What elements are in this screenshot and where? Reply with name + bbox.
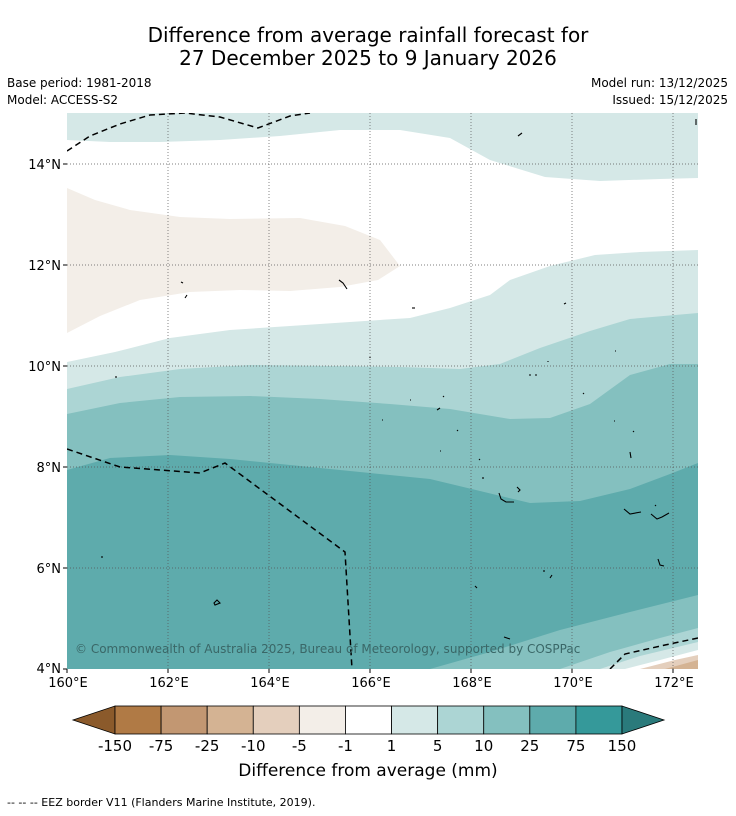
issued-date: Issued: 15/12/2025	[612, 93, 728, 107]
colorbar-swatch	[206, 705, 254, 735]
lat-label: 6°N	[37, 562, 62, 577]
colorbar-swatch	[575, 705, 623, 735]
colorbar-tick-label: 25	[520, 737, 539, 755]
lat-label: 12°N	[28, 259, 61, 274]
contour-1-5-north	[67, 113, 698, 181]
colorbar-tick-label: -150	[98, 737, 132, 755]
colorbar-tick-label: 75	[566, 737, 585, 755]
lat-label: 4°N	[37, 662, 62, 677]
colorbar-swatch	[298, 705, 346, 735]
colorbar-extend-low	[71, 705, 116, 735]
model-name: Model: ACCESS-S2	[7, 93, 119, 107]
colorbar-extend-high	[621, 705, 666, 735]
colorbar-swatch	[160, 705, 208, 735]
axis-ticks	[63, 163, 674, 673]
colorbar-tick-label: 1	[387, 737, 397, 755]
lat-label: 8°N	[37, 461, 62, 476]
colorbar-swatch	[252, 705, 300, 735]
colorbar-tick-label: 5	[433, 737, 443, 755]
base-period: Base period: 1981-2018	[7, 76, 152, 90]
colorbar-swatch	[391, 705, 439, 735]
lon-label: 172°E	[654, 676, 694, 691]
contour-neg1-neg5	[67, 188, 400, 333]
lon-label: 170°E	[553, 676, 593, 691]
eez-border	[67, 113, 698, 669]
graticule	[67, 113, 698, 669]
colorbar-tick-label: -10	[241, 737, 266, 755]
islands	[101, 119, 697, 640]
lat-label: 14°N	[28, 158, 61, 173]
lon-label: 160°E	[48, 676, 88, 691]
title-line-1: Difference from average rainfall forecas…	[147, 23, 589, 47]
colorbar-label: Difference from average (mm)	[238, 761, 498, 781]
colorbar: -150 -75 -25 -10 -5 -1 1 5 10 25 75 150	[71, 705, 666, 755]
title-line-2: 27 December 2025 to 9 January 2026	[179, 46, 557, 70]
colorbar-swatch	[529, 705, 577, 735]
colorbar-tick-label: -25	[195, 737, 220, 755]
eez-legend: -- -- -- EEZ border V11 (Flanders Marine…	[7, 796, 316, 809]
colorbar-tick-label: 10	[474, 737, 493, 755]
contour-25-75	[67, 455, 698, 669]
lon-label: 162°E	[149, 676, 189, 691]
colorbar-swatch	[114, 705, 162, 735]
lon-label: 168°E	[452, 676, 492, 691]
map-plot-area	[67, 113, 698, 669]
colorbar-tick-label: -1	[338, 737, 353, 755]
colorbar-swatch	[483, 705, 531, 735]
colorbar-swatch	[437, 705, 485, 735]
lon-label: 166°E	[351, 676, 391, 691]
latitude-labels: 14°N 12°N 10°N 8°N 6°N 4°N	[28, 158, 61, 677]
longitude-labels: 160°E 162°E 164°E 166°E 168°E 170°E 172°…	[48, 676, 694, 691]
colorbar-tick-label: -5	[292, 737, 307, 755]
copyright-text: © Commonwealth of Australia 2025, Bureau…	[75, 642, 580, 656]
model-run: Model run: 13/12/2025	[590, 76, 728, 90]
colorbar-tick-label: -75	[149, 737, 174, 755]
colorbar-swatch	[345, 705, 392, 735]
colorbar-tick-label: 150	[608, 737, 637, 755]
lat-label: 10°N	[28, 360, 61, 375]
contour-se-dry-2	[665, 660, 698, 669]
lon-label: 164°E	[250, 676, 290, 691]
